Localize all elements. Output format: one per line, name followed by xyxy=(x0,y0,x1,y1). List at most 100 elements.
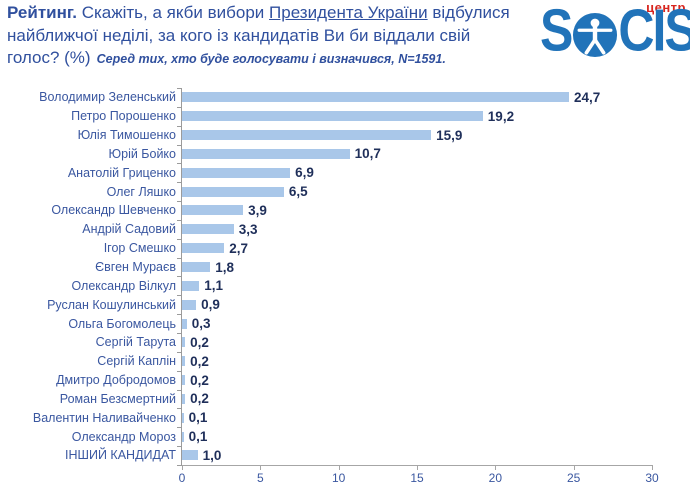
category-label: Роман Безсмертний xyxy=(59,391,176,406)
bar xyxy=(182,148,350,159)
chart-row: Валентин Наливайченко 0,1 xyxy=(0,408,652,427)
question-part: Скажіть, а якби вибори xyxy=(81,3,265,22)
chart-row: Юрій Бойко 10,7 xyxy=(0,144,652,164)
category-label: Анатолій Гриценко xyxy=(67,165,176,180)
category-label: Олександр Мороз xyxy=(71,429,176,444)
rating-bar-chart: Володимир Зеленський 24,7 Петро Порошенко 1… xyxy=(0,88,690,490)
x-axis-tick xyxy=(182,464,183,470)
bar-area: 10,7 xyxy=(182,145,652,164)
bar-area: 0,1 xyxy=(182,427,652,446)
bar-area: 0,3 xyxy=(182,314,652,333)
category-label: Сергій Каплін xyxy=(97,354,176,369)
bar-area: 19,2 xyxy=(182,107,652,126)
category-label: Андрій Садовий xyxy=(82,222,176,237)
value-label: 0,2 xyxy=(190,372,209,388)
chart-row: Олег Ляшко 6,5 xyxy=(0,182,652,201)
bar xyxy=(182,280,200,291)
value-label: 19,2 xyxy=(487,108,515,124)
value-label: 24,7 xyxy=(573,89,601,105)
chart-row: Олександр Вілкул 1,1 xyxy=(0,276,652,295)
category-label: Петро Порошенко xyxy=(71,109,176,124)
bar-area: 24,7 xyxy=(182,88,652,107)
value-label: 0,1 xyxy=(188,429,208,445)
bar xyxy=(182,111,483,122)
bar xyxy=(182,450,198,461)
x-axis-tick-label: 30 xyxy=(645,470,659,485)
value-label: 0,1 xyxy=(188,410,208,426)
bar xyxy=(182,337,186,348)
x-axis-tick-label: 25 xyxy=(566,470,581,485)
value-label: 0,2 xyxy=(190,334,209,350)
chart-row: Роман Безсмертний 0,2 xyxy=(0,389,652,409)
logo-letters: CIS xyxy=(618,0,690,64)
question-underlined-part: Президента України xyxy=(269,3,428,22)
question-text: Рейтинг. Скажіть, а якби вибори Президен… xyxy=(7,2,555,71)
bar xyxy=(182,186,284,197)
question-part: відбулися xyxy=(432,3,510,22)
category-label: Юрій Бойко xyxy=(108,146,176,161)
question-line-1: Рейтинг. Скажіть, а якби вибори Президен… xyxy=(7,2,555,25)
category-label: Олександр Шевченко xyxy=(51,203,176,218)
value-label: 0,2 xyxy=(190,391,209,407)
value-label: 1,8 xyxy=(215,259,234,275)
bar xyxy=(182,412,184,423)
logo-wordmark: S CIS xyxy=(540,1,690,60)
x-axis-tick-label: 5 xyxy=(256,470,264,485)
value-label: 3,9 xyxy=(248,202,267,218)
value-label: 0,2 xyxy=(190,353,209,369)
socis-logo: центр S CIS xyxy=(538,0,690,62)
value-label: 15,9 xyxy=(436,127,463,143)
category-label: Євген Мураєв xyxy=(95,260,176,275)
sample-note: Серед тих, хто буде голосувати і визначи… xyxy=(96,52,446,66)
chart-row: Анатолій Гриценко 6,9 xyxy=(0,163,652,182)
bar xyxy=(182,356,186,367)
question-keyword: Рейтинг. xyxy=(7,3,77,22)
category-label: Ігор Смешко xyxy=(103,241,176,256)
value-label: 1,0 xyxy=(202,447,222,463)
bar-area: 1,0 xyxy=(182,446,652,465)
chart-row: Олександр Мороз 0,1 xyxy=(0,427,652,446)
category-label: Юлія Тимошенко xyxy=(77,128,176,143)
logo-sublabel: центр xyxy=(646,0,686,15)
x-axis-tick xyxy=(495,464,497,470)
chart-rows: Володимир Зеленський 24,7 Петро Порошенко 1… xyxy=(0,88,652,465)
value-label: 2,7 xyxy=(229,240,249,256)
vitruvian-person-icon xyxy=(573,12,618,58)
value-label: 0,3 xyxy=(191,316,211,332)
bar xyxy=(182,262,211,273)
chart-row: Олександр Шевченко 3,9 xyxy=(0,201,652,220)
bar xyxy=(182,167,291,178)
value-label: 0,9 xyxy=(201,297,220,313)
x-axis: 0 5 10 15 20 25 30 xyxy=(177,464,659,490)
chart-row: Ігор Смешко 2,7 xyxy=(0,238,652,258)
bar-area: 3,3 xyxy=(182,220,652,239)
bar-area: 6,5 xyxy=(182,182,652,201)
question-line-3: голос? (%) Серед тих, хто буде голосувати… xyxy=(7,47,555,71)
bar xyxy=(182,243,225,254)
category-label: Олександр Вілкул xyxy=(71,278,176,293)
category-label: Дмитро Добродомов xyxy=(56,373,176,388)
logo-letter: S xyxy=(540,0,573,64)
question-line-2: найближчої неділі, за кого із кандидатів… xyxy=(7,25,471,45)
x-axis-tick-label: 20 xyxy=(488,470,503,485)
bar-area: 0,1 xyxy=(182,408,652,427)
chart-row: ІНШИЙ КАНДИДАТ 1,0 xyxy=(0,446,652,465)
chart-row: Петро Порошенко 19,2 xyxy=(0,106,652,126)
chart-row: Юлія Тимошенко 15,9 xyxy=(0,125,652,145)
bar-area: 1,1 xyxy=(182,276,652,295)
x-axis-tick-label: 0 xyxy=(178,470,186,485)
category-label: Валентин Наливайченко xyxy=(32,410,176,425)
chart-row: Андрій Садовий 3,3 xyxy=(0,219,652,239)
category-label: Руслан Кошулинський xyxy=(47,297,176,312)
category-label: Ольга Богомолець xyxy=(68,316,176,331)
value-label: 6,5 xyxy=(288,184,308,200)
x-axis-tick xyxy=(652,464,653,470)
chart-row: Ольга Богомолець 0,3 xyxy=(0,314,652,333)
bar xyxy=(182,393,186,404)
chart-row: Євген Мураєв 1,8 xyxy=(0,257,652,277)
chart-row: Руслан Кошулинський 0,9 xyxy=(0,295,652,314)
bar xyxy=(182,224,234,235)
bar-area: 0,2 xyxy=(182,390,652,409)
bar-area: 0,2 xyxy=(182,371,652,390)
